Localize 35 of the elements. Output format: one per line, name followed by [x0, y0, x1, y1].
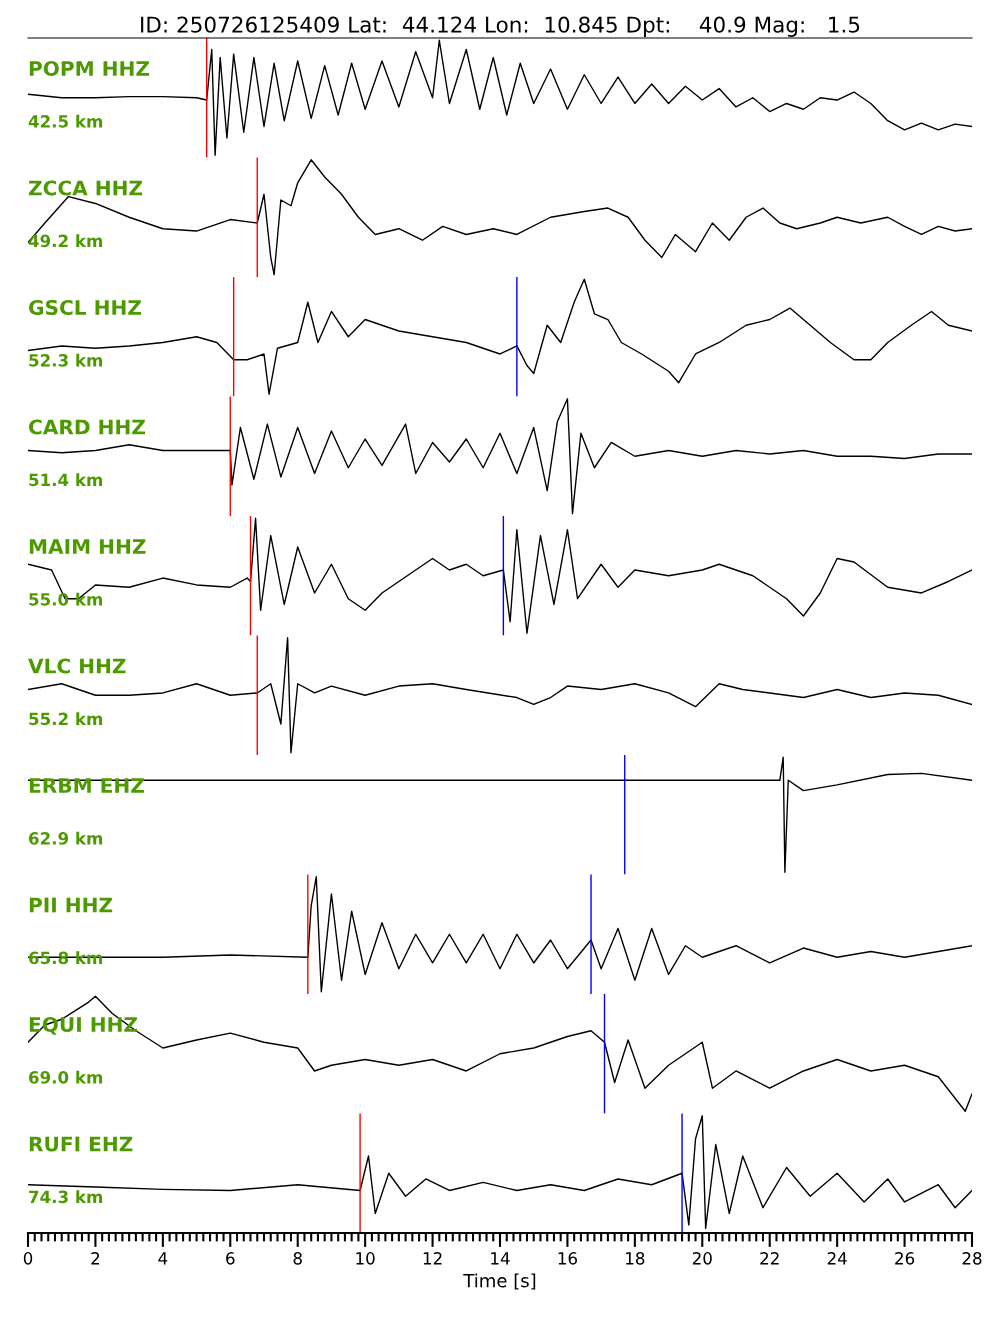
annotation: 55.2 km	[29, 712, 103, 726]
x-tick-label: 28	[962, 1252, 982, 1265]
chart-title: ID: 250726125409 Lat: 44.124 Lon: 10.845 Dpt: 40.9 Mag: 1.5	[141, 16, 860, 37]
annotation: VLC HHZ	[28, 658, 126, 674]
annotation: RUFI EHZ	[29, 1136, 133, 1152]
annotation: 42.5 km	[28, 114, 103, 128]
annotation: 62.9 km	[29, 831, 103, 845]
annotation: 52.3 km	[29, 353, 103, 367]
x-tick-label: 26	[895, 1252, 915, 1265]
annotation: 69.0 km	[29, 1070, 103, 1084]
x-tick-label: 6	[226, 1252, 235, 1265]
x-tick-label: 16	[558, 1252, 577, 1265]
annotation: ZCCA HHZ	[28, 180, 143, 196]
annotation: ERBM EHZ	[29, 778, 144, 793]
x-tick-label: 14	[491, 1252, 510, 1265]
x-tick-label: 0	[23, 1252, 33, 1265]
x-tick-label: 22	[760, 1252, 779, 1265]
annotation: 74.3 km	[29, 1190, 103, 1204]
x-tick-label: 8	[293, 1252, 302, 1265]
x-tick-label: 2	[91, 1252, 100, 1265]
annotation: 49.2 km	[28, 234, 103, 248]
x-tick-label: 4	[158, 1252, 168, 1265]
annotation: 51.4 km	[29, 473, 103, 487]
x-tick-label: 10	[356, 1252, 375, 1265]
x-tick-label: 24	[827, 1252, 847, 1265]
annotation: 55.0 km	[29, 592, 103, 606]
annotation: POPM HHZ	[29, 60, 150, 77]
x-tick-label: 12	[423, 1252, 442, 1265]
annotation: PII HHZ	[29, 897, 113, 913]
x-tick-label: 18	[626, 1252, 645, 1265]
annotation: CARD HHZ	[29, 419, 146, 435]
x-axis-title: Time [s]	[463, 1273, 536, 1290]
annotation: MAIM HHZ	[29, 539, 146, 554]
x-tick-label: 20	[692, 1252, 712, 1265]
annotation: GSCL HHZ	[29, 299, 142, 316]
